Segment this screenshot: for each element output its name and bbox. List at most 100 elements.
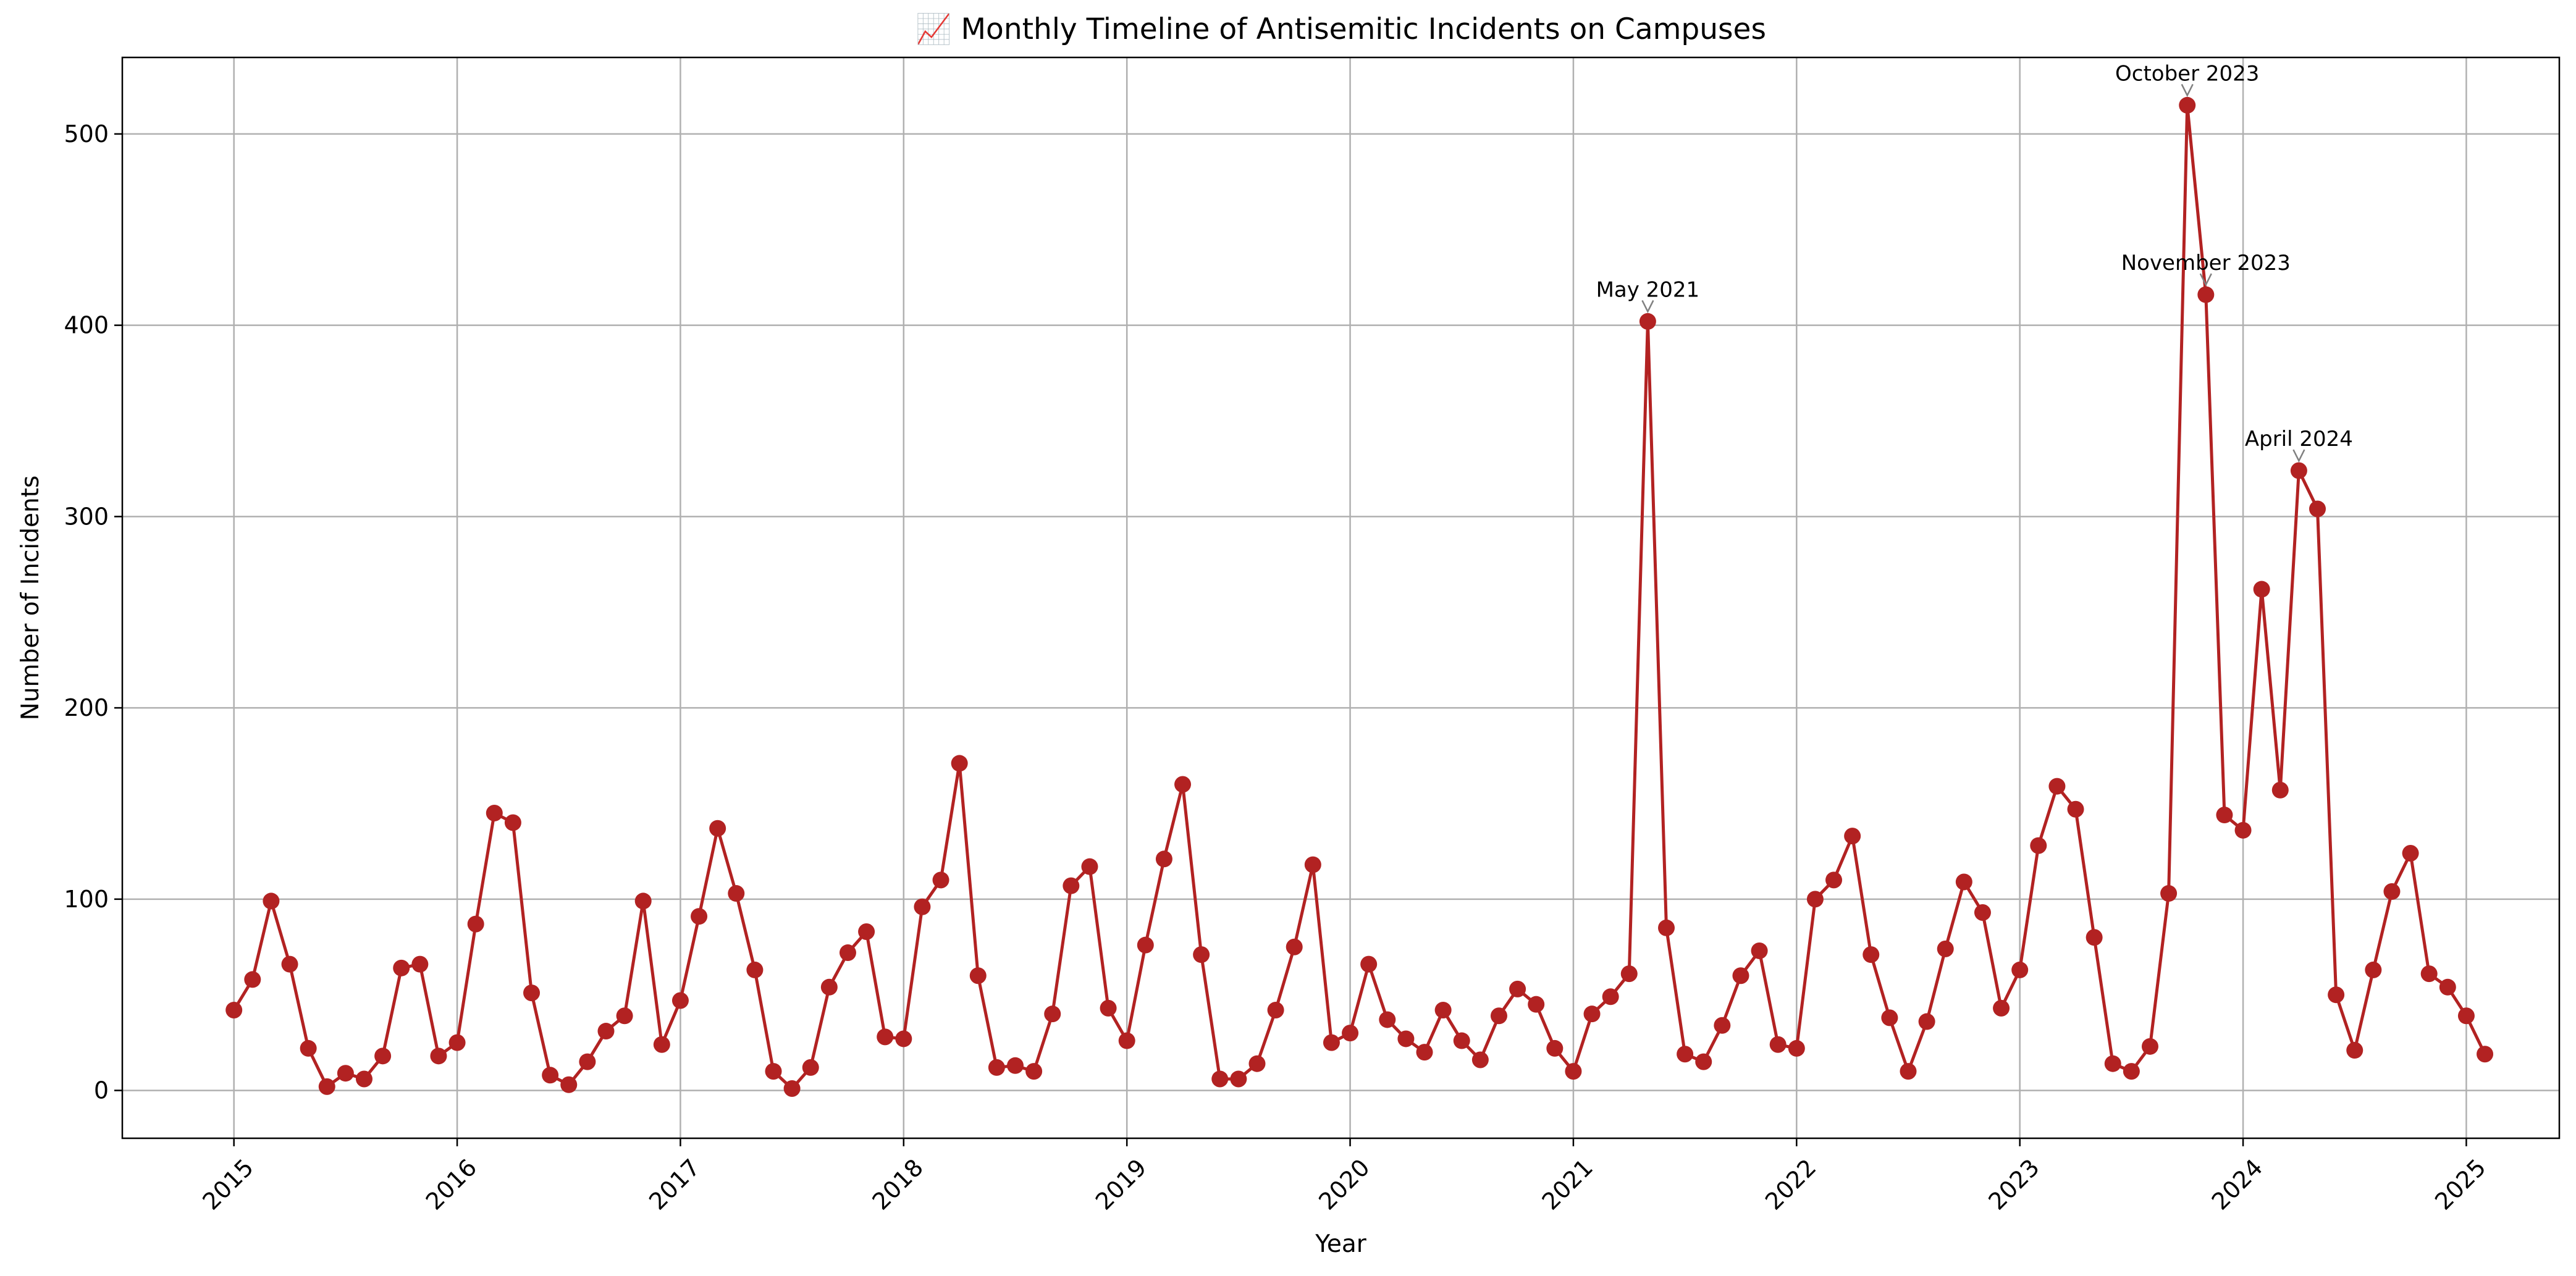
data-point: [2457, 1007, 2475, 1025]
data-point: [1918, 1013, 1935, 1030]
data-point: [1993, 999, 2010, 1017]
data-point: [802, 1059, 819, 1076]
data-point: [2420, 965, 2438, 983]
y-tick-label: 200: [64, 694, 109, 721]
chart-title: 📈 Monthly Timeline of Antisemitic Incide…: [915, 12, 1766, 46]
data-point: [1006, 1057, 1024, 1074]
data-point: [746, 961, 764, 978]
data-point: [486, 804, 503, 821]
x-tick-label: 2016: [421, 1154, 482, 1215]
data-point: [1620, 965, 1638, 983]
data-point: [1174, 776, 1192, 793]
x-tick-label: 2021: [1537, 1154, 1599, 1215]
data-point: [1193, 946, 1210, 963]
data-point: [709, 820, 726, 837]
data-point: [318, 1078, 335, 1095]
data-point: [225, 1001, 243, 1018]
data-point: [1155, 850, 1172, 868]
data-point: [765, 1063, 782, 1080]
data-point: [1100, 999, 1117, 1017]
data-point: [914, 898, 931, 915]
data-point: [504, 814, 521, 831]
x-tick-label: 2015: [197, 1154, 259, 1215]
data-point: [1509, 980, 1526, 997]
data-point: [783, 1080, 801, 1097]
data-point: [2216, 807, 2233, 824]
plot-frame: [121, 56, 2561, 1140]
data-point: [2383, 883, 2401, 900]
data-point: [969, 967, 987, 984]
data-point: [1844, 828, 1861, 845]
y-tick-label: 400: [64, 312, 109, 339]
data-point: [337, 1065, 354, 1082]
data-point: [1379, 1011, 1396, 1028]
data-point: [1528, 996, 1545, 1013]
data-point: [1825, 871, 1843, 889]
data-point: [1267, 1001, 1284, 1018]
data-point: [1323, 1034, 1340, 1051]
data-point: [1081, 858, 1098, 875]
marker-layer: [225, 96, 2494, 1097]
data-point: [300, 1039, 317, 1057]
annotation-label: May 2021: [1596, 277, 1700, 302]
data-point: [728, 885, 745, 902]
data-point: [634, 892, 652, 910]
data-point: [951, 755, 968, 772]
data-point: [820, 978, 838, 996]
data-point: [2141, 1038, 2158, 1055]
data-point: [448, 1034, 466, 1051]
x-tick-label: 2023: [1983, 1154, 2045, 1215]
data-point: [1732, 967, 1749, 984]
data-point: [1397, 1030, 1415, 1047]
x-tick-label: 2022: [1760, 1154, 1822, 1215]
data-point: [2197, 286, 2215, 303]
data-point: [1471, 1051, 1489, 1068]
x-tick-label: 2025: [2430, 1154, 2491, 1215]
data-point: [1565, 1063, 1582, 1080]
data-point: [1044, 1005, 1061, 1023]
data-point: [1416, 1044, 1433, 1061]
grid-layer: [122, 57, 2559, 1138]
data-point: [1286, 938, 1303, 955]
data-point: [1788, 1039, 1805, 1057]
data-point: [1751, 942, 1768, 959]
data-point: [1900, 1063, 1917, 1080]
data-point: [1937, 940, 1954, 957]
data-point: [355, 1070, 373, 1088]
y-tick-label: 300: [64, 503, 109, 530]
data-point: [1863, 946, 1880, 963]
annotation-arrow: [2199, 273, 2212, 287]
y-tick-label: 0: [94, 1077, 109, 1104]
data-point: [2402, 844, 2419, 862]
data-point: [877, 1028, 894, 1046]
data-point: [1137, 936, 1154, 954]
data-point: [1955, 873, 1972, 891]
data-point: [411, 955, 429, 973]
data-point: [430, 1047, 447, 1065]
data-point: [1806, 891, 1824, 908]
data-point: [858, 923, 875, 940]
data-point: [1658, 919, 1675, 936]
x-axis-title: Year: [1315, 1230, 1367, 1258]
data-point: [1677, 1046, 1694, 1063]
data-point: [2477, 1046, 2494, 1063]
data-point: [1230, 1070, 1247, 1088]
data-point: [542, 1067, 559, 1084]
data-point: [597, 1023, 615, 1040]
data-point: [2160, 885, 2178, 902]
data-point: [1025, 1063, 1043, 1080]
data-point: [281, 955, 298, 973]
data-point: [839, 944, 856, 962]
data-point: [932, 871, 949, 889]
annotation-arrow: [2181, 83, 2194, 98]
data-point: [1583, 1005, 1601, 1023]
y-tick-label: 500: [64, 120, 109, 148]
data-point: [1248, 1055, 1266, 1072]
data-point: [1639, 313, 1656, 330]
data-point: [2086, 929, 2103, 946]
data-point: [1453, 1032, 1470, 1049]
data-point: [2048, 778, 2066, 795]
data-point: [2328, 986, 2345, 1004]
